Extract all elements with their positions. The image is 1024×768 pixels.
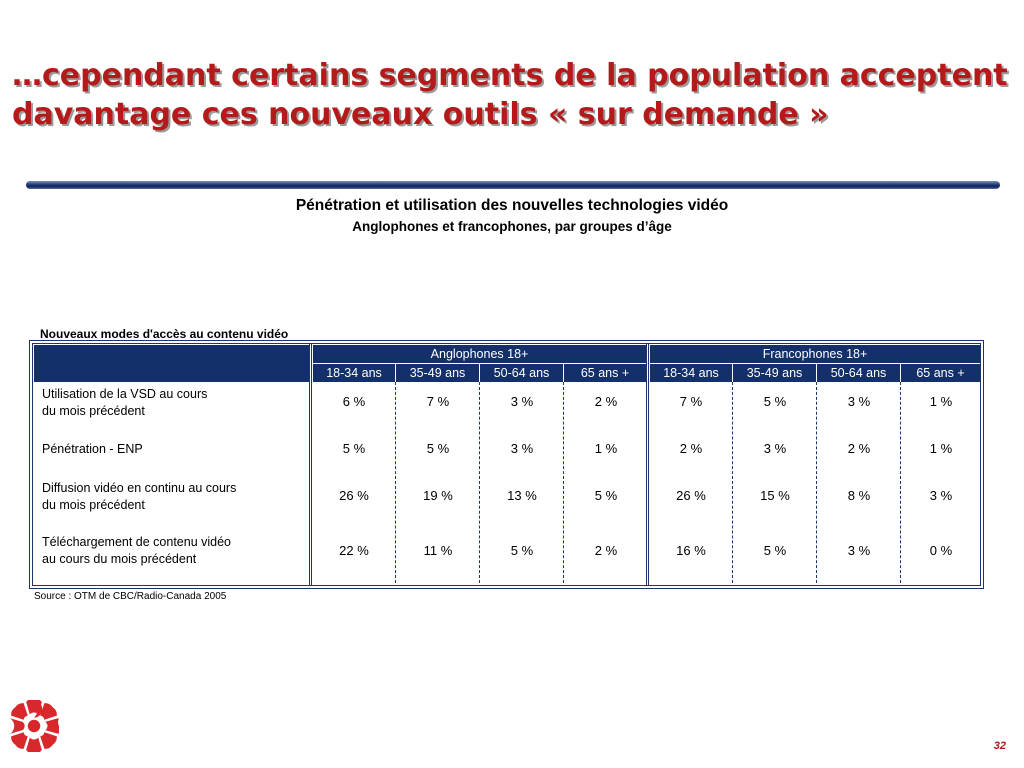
table-cell: 11 % <box>423 543 453 558</box>
chart-subtitle: Anglophones et francophones, par groupes… <box>352 219 672 234</box>
row-label-streaming: Diffusion vidéo en continu au cours du m… <box>42 480 236 514</box>
row-label-line: Pénétration - ENP <box>42 442 143 456</box>
table-cell: 3 % <box>847 394 871 409</box>
page-number: 32 <box>993 740 1006 752</box>
slide-title: …cependant certains segments de la popul… <box>12 58 1008 132</box>
group-header-francophones: Francophones 18+ <box>650 345 980 363</box>
column-divider <box>732 382 733 583</box>
table-caption: Nouveaux modes d'accès au contenu vidéo <box>40 327 289 341</box>
table-cell: 2 % <box>847 441 871 456</box>
table-cell: 1 % <box>929 441 953 456</box>
row-label-line: au cours du mois précédent <box>42 552 197 566</box>
table-cell: 3 % <box>847 543 871 558</box>
table-cell: 1 % <box>929 394 953 409</box>
table-cell: 15 % <box>760 488 790 503</box>
age-header: 50-64 ans <box>817 364 900 382</box>
column-divider <box>395 382 396 583</box>
row-label-download: Téléchargement de contenu vidéo au cours… <box>42 534 231 568</box>
age-header: 65 ans + <box>901 364 980 382</box>
table-cell: 3 % <box>763 441 787 456</box>
table-cell: 1 % <box>594 441 618 456</box>
table-cell: 5 % <box>763 394 787 409</box>
table-cell: 5 % <box>510 543 534 558</box>
row-label-line: Diffusion vidéo en continu au cours <box>42 481 237 495</box>
column-separator <box>309 344 312 585</box>
title-divider <box>26 181 1000 189</box>
header-label-cell <box>34 345 309 382</box>
table-cell: 19 % <box>423 488 453 503</box>
row-label-line: du mois précédent <box>42 498 145 512</box>
column-divider <box>563 382 564 583</box>
table-cell: 3 % <box>510 394 534 409</box>
row-label-line: Téléchargement de contenu vidéo <box>42 535 232 549</box>
table-cell: 7 % <box>426 394 450 409</box>
table-cell: 5 % <box>763 543 787 558</box>
row-label-line: du mois précédent <box>42 404 145 418</box>
table-cell: 2 % <box>594 543 618 558</box>
age-header: 18-34 ans <box>313 364 395 382</box>
data-table: Anglophones 18+ Francophones 18+ 18-34 a… <box>29 340 984 589</box>
age-header: 35-49 ans <box>733 364 816 382</box>
age-header: 50-64 ans <box>480 364 563 382</box>
age-header: 18-34 ans <box>650 364 732 382</box>
table-cell: 16 % <box>676 543 706 558</box>
table-cell: 6 % <box>342 394 366 409</box>
row-label-line: Utilisation de la VSD au cours <box>42 387 208 401</box>
column-divider <box>816 382 817 583</box>
table-cell: 5 % <box>594 488 618 503</box>
column-separator <box>646 344 649 585</box>
cbc-radio-canada-gem-logo-icon <box>10 700 59 752</box>
column-divider <box>479 382 480 583</box>
table-cell: 13 % <box>507 488 537 503</box>
table-cell: 5 % <box>342 441 366 456</box>
table-cell: 0 % <box>929 543 953 558</box>
table-cell: 8 % <box>847 488 871 503</box>
table-cell: 2 % <box>594 394 618 409</box>
table-cell: 22 % <box>339 543 369 558</box>
group-header-anglophones: Anglophones 18+ <box>313 345 646 363</box>
age-header: 35-49 ans <box>396 364 479 382</box>
table-cell: 3 % <box>929 488 953 503</box>
table-cell: 7 % <box>679 394 703 409</box>
table-frame: Anglophones 18+ Francophones 18+ 18-34 a… <box>32 343 981 586</box>
table-cell: 3 % <box>510 441 534 456</box>
column-divider <box>900 382 901 583</box>
row-label-vsd: Utilisation de la VSD au cours du mois p… <box>42 386 207 420</box>
table-cell: 5 % <box>426 441 450 456</box>
header-divider <box>313 363 646 364</box>
table-cell: 26 % <box>339 488 369 503</box>
table-cell: 26 % <box>676 488 706 503</box>
table-cell: 2 % <box>679 441 703 456</box>
chart-title: Pénétration et utilisation des nouvelles… <box>295 197 729 214</box>
row-label-enp: Pénétration - ENP <box>42 441 143 458</box>
age-header: 65 ans + <box>564 364 646 382</box>
header-divider <box>650 363 980 364</box>
source-note: Source : OTM de CBC/Radio-Canada 2005 <box>34 591 227 602</box>
